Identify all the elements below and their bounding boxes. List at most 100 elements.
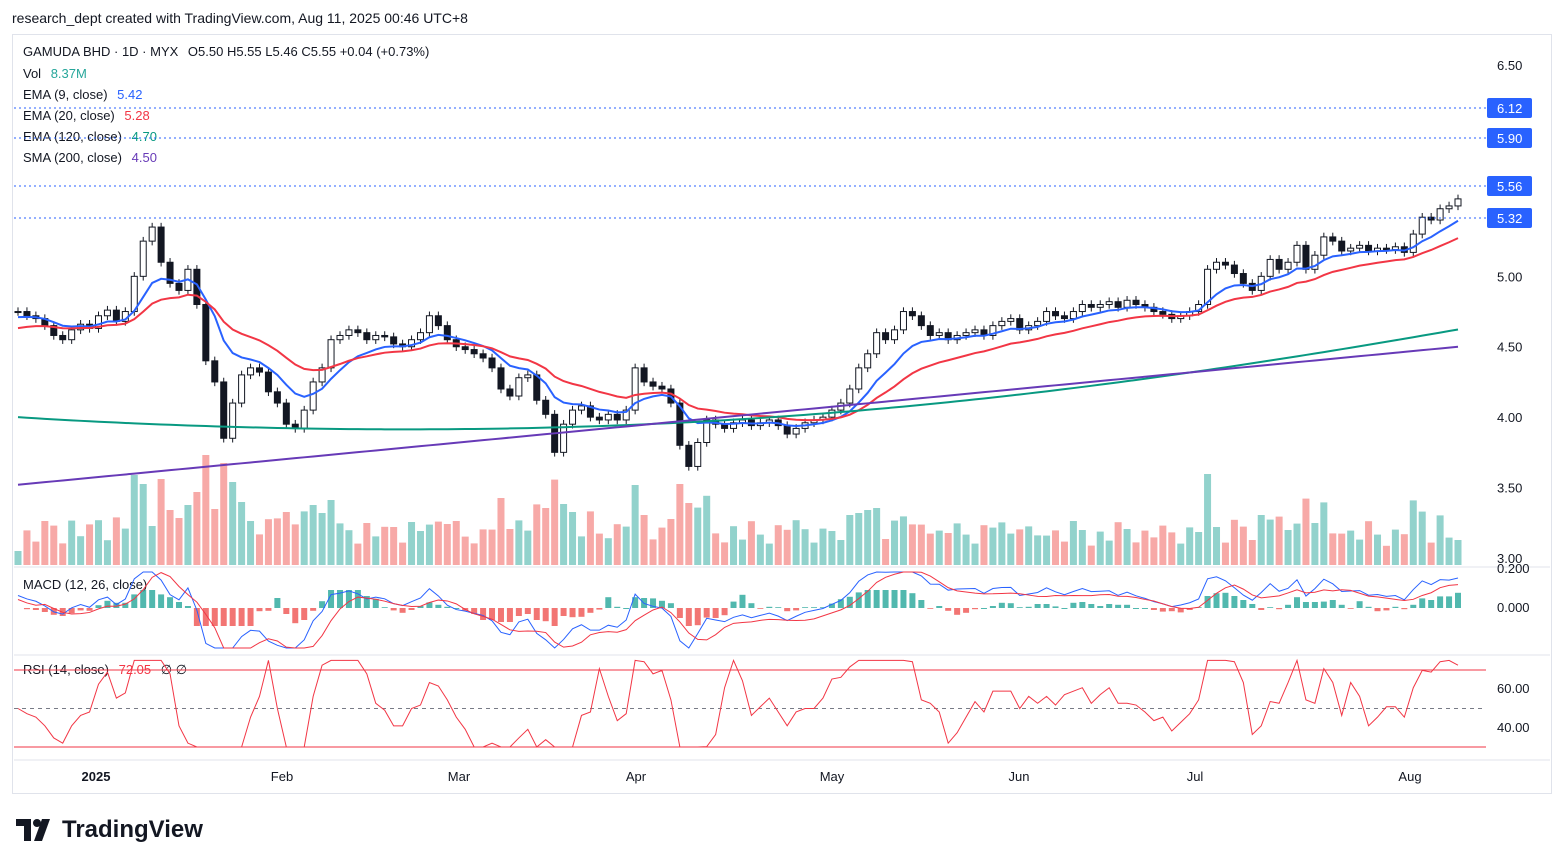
volume-bar	[783, 529, 791, 565]
candle-body	[1365, 244, 1373, 252]
volume-bar	[112, 517, 120, 565]
macd-histogram-bar	[131, 594, 138, 608]
ema20-legend[interactable]: EMA (20, close) 5.28	[23, 108, 150, 123]
candle-body	[1436, 208, 1444, 221]
volume-bar	[32, 541, 40, 565]
volume-bar	[837, 540, 845, 565]
volume-bar	[560, 504, 568, 565]
volume-bar	[1436, 515, 1444, 565]
volume-bar	[1329, 533, 1337, 565]
macd-histogram-bar	[1222, 592, 1229, 608]
macd-histogram-bar	[310, 608, 317, 611]
macd-histogram-bar	[489, 608, 496, 620]
macd-histogram-bar	[23, 608, 30, 610]
ema20-value: 5.28	[124, 108, 150, 123]
volume-bar	[1356, 539, 1364, 565]
ema9-legend[interactable]: EMA (9, close) 5.42	[23, 87, 142, 102]
volume-bar	[175, 518, 183, 565]
macd-histogram-bar	[1455, 592, 1461, 608]
candle-body	[1213, 261, 1221, 270]
candle-body	[1105, 301, 1113, 305]
candle-body	[1356, 244, 1364, 249]
candle-body	[336, 334, 344, 341]
volume-bar	[810, 542, 818, 565]
macd-histogram-bar	[855, 592, 862, 608]
macd-histogram-bar	[775, 607, 782, 608]
volume-bar	[551, 479, 559, 565]
candle-body	[586, 405, 594, 418]
macd-histogram-bar	[819, 607, 826, 608]
volume-bar	[372, 536, 380, 565]
candle-body	[989, 325, 997, 336]
volume-bar	[86, 524, 94, 565]
volume-bar	[989, 527, 997, 565]
volume-bar	[1060, 541, 1068, 565]
volume-bar	[1087, 545, 1095, 565]
macd-histogram-bar	[1034, 604, 1041, 608]
macd-histogram-bar	[229, 608, 236, 626]
macd-histogram-bar	[989, 606, 996, 608]
volume-bar	[586, 511, 594, 565]
volume-bar	[184, 505, 192, 565]
candle-body	[1427, 216, 1435, 221]
volume-bar	[882, 539, 890, 565]
macd-histogram-bar	[945, 608, 952, 611]
macd-histogram-bar	[1302, 602, 1309, 608]
sma200-legend[interactable]: SMA (200, close) 4.50	[23, 150, 157, 165]
ema120-legend[interactable]: EMA (120, close) 4.70	[23, 129, 157, 144]
volume-bar	[506, 529, 514, 565]
macd-histogram-bar	[1052, 606, 1059, 608]
candle-body	[479, 353, 487, 359]
macd-histogram-bar	[372, 598, 379, 608]
price-level-badge	[1487, 176, 1532, 196]
volume-bar	[1159, 525, 1167, 565]
volume-bar	[801, 529, 809, 565]
macd-histogram-bar	[1338, 604, 1345, 608]
volume-bar	[381, 526, 389, 565]
volume-bar	[1007, 533, 1015, 565]
macd-histogram-bar	[748, 603, 755, 608]
macd-histogram-bar	[667, 603, 674, 608]
candle-body	[59, 334, 67, 341]
candle-body	[273, 391, 281, 404]
volume-bar	[908, 524, 916, 565]
candle-body	[443, 325, 451, 341]
volume-bar	[166, 510, 174, 565]
volume-bar	[595, 533, 603, 565]
candle-body	[908, 311, 916, 317]
macd-histogram-bar	[632, 597, 639, 608]
symbol-legend[interactable]: GAMUDA BHD · 1D · MYX O5.50 H5.55 L5.46 …	[23, 44, 429, 59]
macd-histogram-bar	[972, 608, 979, 610]
macd-histogram-bar	[739, 594, 746, 608]
candle-body	[1123, 299, 1131, 308]
volume-bar	[443, 524, 451, 565]
volume-legend[interactable]: Vol 8.37M	[23, 66, 87, 81]
volume-bar	[1221, 542, 1229, 565]
macd-histogram-bar	[1374, 608, 1381, 612]
macd-legend[interactable]: MACD (12, 26, close)	[23, 577, 147, 592]
volume-bar	[649, 539, 657, 565]
macd-histogram-bar	[345, 590, 352, 608]
volume-bar	[1186, 527, 1194, 565]
candle-body	[220, 381, 228, 439]
macd-label: MACD (12, 26, close)	[23, 577, 148, 592]
volume-bar	[747, 521, 755, 565]
macd-histogram-bar	[578, 608, 585, 617]
macd-histogram-bar	[927, 608, 934, 609]
candle-body	[640, 367, 648, 383]
time-axis-label: 2025	[82, 769, 111, 784]
ema9-value: 5.42	[117, 87, 143, 102]
volume-bar	[819, 528, 827, 565]
macd-histogram-bar	[1070, 602, 1077, 608]
price-level-label: 5.32	[1497, 211, 1522, 226]
candle-body	[103, 309, 111, 317]
macd-histogram-bar	[757, 608, 764, 609]
volume-bar	[712, 533, 720, 565]
candle-body	[622, 409, 630, 421]
macd-histogram-bar	[864, 590, 871, 608]
candle-body	[1320, 236, 1328, 256]
volume-bar	[479, 529, 487, 565]
candle-body	[327, 339, 335, 369]
volume-bar	[873, 508, 881, 565]
